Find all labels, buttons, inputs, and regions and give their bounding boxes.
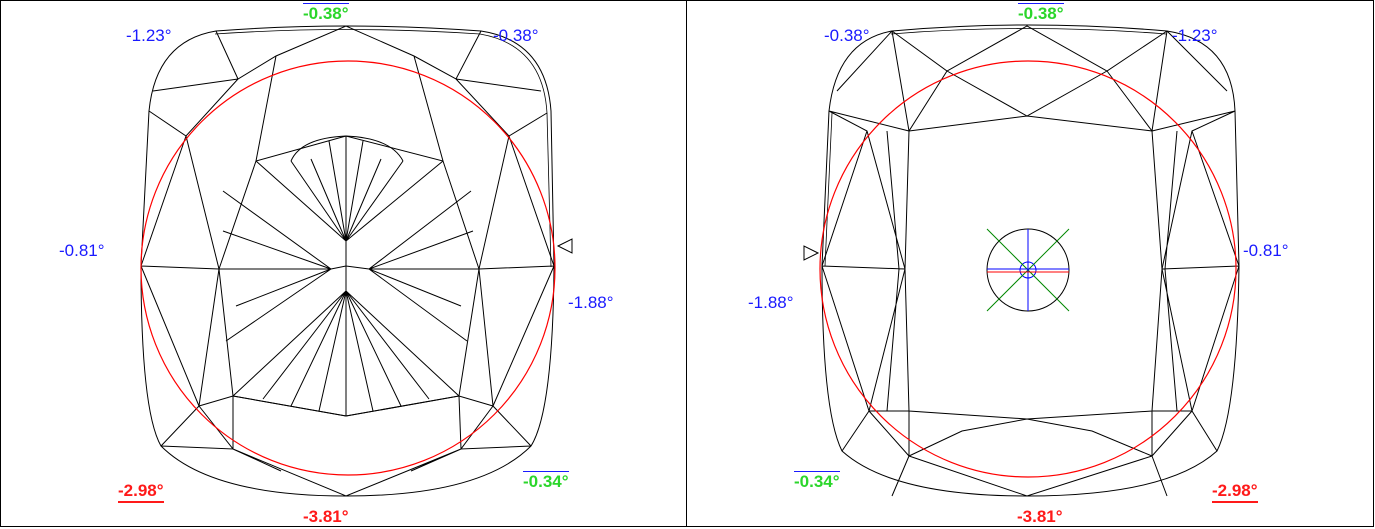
crown-facets	[140, 25, 555, 497]
label-bottom-right: -0.34°	[523, 471, 569, 491]
inner-square	[904, 115, 1163, 420]
reference-circle	[819, 60, 1237, 478]
pavilion-view-panel: -0.38° -0.38° -1.23° -1.88° -0.81° -0.34…	[686, 0, 1374, 527]
label-left-mid: -0.81°	[59, 241, 105, 260]
girdle-outline	[140, 25, 555, 497]
label-top-right: -1.23°	[1172, 26, 1218, 45]
crown-view-panel: -1.23° -0.38° -0.38° -0.81° -1.88° -2.98…	[0, 0, 688, 527]
label-bottom-center: -3.81°	[1017, 507, 1063, 526]
label-bottom-left: -2.98°	[118, 481, 164, 503]
radiating-facets	[219, 136, 479, 416]
reference-circle	[140, 60, 556, 476]
pointer-triangle-icon	[803, 245, 820, 261]
label-bottom-center: -3.81°	[303, 507, 349, 526]
label-left-mid: -1.88°	[748, 293, 794, 312]
label-top-left: -0.38°	[824, 26, 870, 45]
label-bottom-right: -2.98°	[1212, 481, 1258, 503]
culet-crosshair	[986, 228, 1070, 312]
girdle-outline	[821, 24, 1240, 497]
table-outline	[218, 135, 480, 417]
label-right-mid: -1.88°	[568, 293, 614, 312]
label-top-left: -1.23°	[126, 26, 172, 45]
pavilion-diagram	[803, 24, 1240, 497]
label-right-mid: -0.81°	[1243, 241, 1289, 260]
label-top-right: -0.38°	[493, 26, 539, 45]
pointer-triangle-icon	[556, 238, 573, 254]
label-top-center: -0.38°	[303, 3, 349, 23]
pavilion-facets	[821, 25, 1240, 497]
label-top-center: -0.38°	[1018, 3, 1064, 23]
crown-diagram	[140, 25, 573, 497]
label-bottom-left: -0.34°	[794, 471, 840, 491]
girdle-outline-inner	[214, 29, 552, 268]
